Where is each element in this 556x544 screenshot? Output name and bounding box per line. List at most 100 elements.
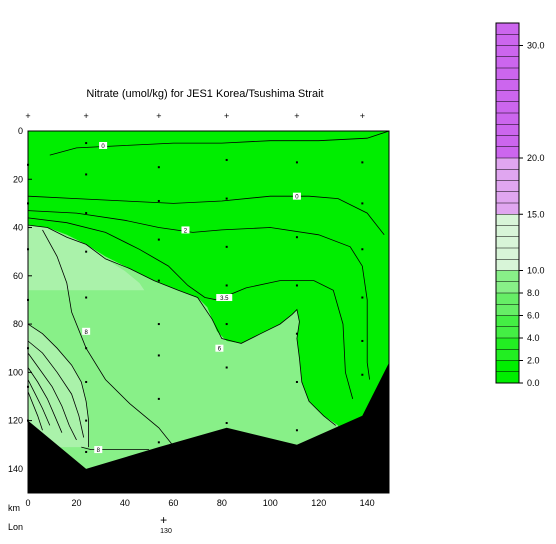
sample-point — [157, 354, 160, 357]
contour-labels: 0 0 2 3.5 6 8 8 — [82, 141, 301, 454]
bottom-topography — [28, 362, 389, 493]
sample-point — [225, 323, 228, 326]
lon-label: Lon — [8, 522, 23, 532]
sample-point — [295, 380, 298, 383]
sea-floor — [28, 362, 389, 493]
y-tick-label: 60 — [13, 271, 23, 281]
station-marker: + — [294, 111, 299, 121]
sample-point — [157, 166, 160, 169]
contour-line-6 — [27, 323, 89, 448]
contour-label: 3.5 — [220, 296, 229, 302]
sample-point — [225, 245, 228, 248]
y-tick-label: 20 — [13, 174, 23, 184]
sample-point — [295, 332, 298, 335]
contour-line-0 — [49, 130, 390, 156]
sample-point — [295, 236, 298, 239]
sample-point — [85, 173, 88, 176]
contour-line-10 — [27, 379, 51, 426]
colorbar-tick-label: 4.0 — [527, 333, 540, 343]
colorbar-tick-label: 0.0 — [527, 378, 540, 388]
x-tick-label: 120 — [311, 498, 326, 508]
sample-point — [225, 197, 228, 200]
contour-line-11 — [27, 391, 43, 431]
colorbar-band — [496, 214, 519, 271]
colorbar-tick-label: 8.0 — [527, 288, 540, 298]
colorbar-tick-label: 30.0 — [527, 41, 545, 51]
contour-label-bg — [94, 446, 103, 454]
x-tick-label: 0 — [25, 498, 30, 508]
contour-label: 0 — [101, 144, 105, 150]
sample-point — [361, 296, 364, 299]
x-tick-label: 140 — [360, 498, 375, 508]
y-tick-label: 140 — [8, 464, 23, 474]
sample-point — [361, 339, 364, 342]
station-marker: + — [156, 111, 161, 121]
sample-point — [361, 373, 364, 376]
plot-area: 0 0 2 3.5 6 8 8 — [27, 130, 390, 494]
sample-point — [361, 161, 364, 164]
x-tick-label: 60 — [168, 498, 178, 508]
contour-fills — [28, 131, 389, 493]
sample-point — [85, 347, 88, 350]
contour-line-1 — [27, 195, 385, 236]
chart-title: Nitrate (umol/kg) for JES1 Korea/Tsushim… — [86, 88, 323, 100]
contour-line-7 — [27, 340, 85, 438]
contour-line-12 — [81, 446, 150, 451]
fill-10-15-core — [28, 324, 89, 448]
y-tick-label: 40 — [13, 223, 23, 233]
colorbar-tick-label: 10.0 — [527, 266, 545, 276]
station-marker: + — [25, 111, 30, 121]
colorbar: 0.0 2.0 4.0 6.0 8.0 10.0 15.0 20.0 30.0 — [495, 22, 545, 388]
sample-point — [85, 142, 88, 145]
contour-label-bg — [292, 192, 301, 200]
contour-label-bg — [181, 226, 190, 234]
sample-point — [225, 284, 228, 287]
colorbar-tick-label: 2.0 — [527, 356, 540, 366]
x-axis-label: km — [8, 503, 20, 513]
fill-8-10 — [28, 225, 339, 493]
station-marker: + — [84, 111, 89, 121]
station-marker: + — [224, 111, 229, 121]
sample-point — [225, 422, 228, 425]
sample-point — [157, 441, 160, 444]
contour-label: 8 — [97, 448, 101, 454]
contour-label-bg — [216, 294, 233, 302]
contour-label-bg — [215, 344, 224, 352]
plot-frame — [27, 130, 390, 494]
contour-label: 6 — [218, 347, 222, 353]
contour-line-2 — [27, 210, 370, 380]
y-tick-label: 0 — [18, 126, 23, 136]
x-tick-label: 20 — [71, 498, 81, 508]
lon-tick-marker: + — [160, 513, 167, 527]
contour-label: 8 — [84, 330, 88, 336]
contour-label-bg — [99, 141, 108, 149]
sample-point — [295, 284, 298, 287]
sample-point — [157, 199, 160, 202]
lon-tick-value: 130 — [160, 528, 172, 535]
y-tick-label: 100 — [8, 367, 23, 377]
x-tick-label: 80 — [217, 498, 227, 508]
colorbar-tick-label: 6.0 — [527, 311, 540, 321]
colorbar-tick-label: 15.0 — [527, 209, 545, 219]
sample-point — [361, 202, 364, 205]
y-tick-label: 120 — [8, 416, 23, 426]
sample-point — [295, 161, 298, 164]
x-tick-label: 100 — [263, 498, 278, 508]
station-marker: + — [360, 111, 365, 121]
sample-point — [361, 248, 364, 251]
contour-line-9 — [27, 367, 63, 433]
sample-point — [157, 279, 160, 282]
sample-point — [157, 397, 160, 400]
sample-point — [225, 158, 228, 161]
sample-point — [85, 212, 88, 215]
sample-point — [225, 366, 228, 369]
contour-line-4 — [27, 224, 336, 426]
contour-label-bg — [82, 327, 91, 335]
sample-point — [157, 323, 160, 326]
sample-point — [85, 250, 88, 253]
contour-label: 2 — [184, 228, 188, 234]
colorbar-band — [496, 158, 519, 215]
y-tick-label: 80 — [13, 319, 23, 329]
